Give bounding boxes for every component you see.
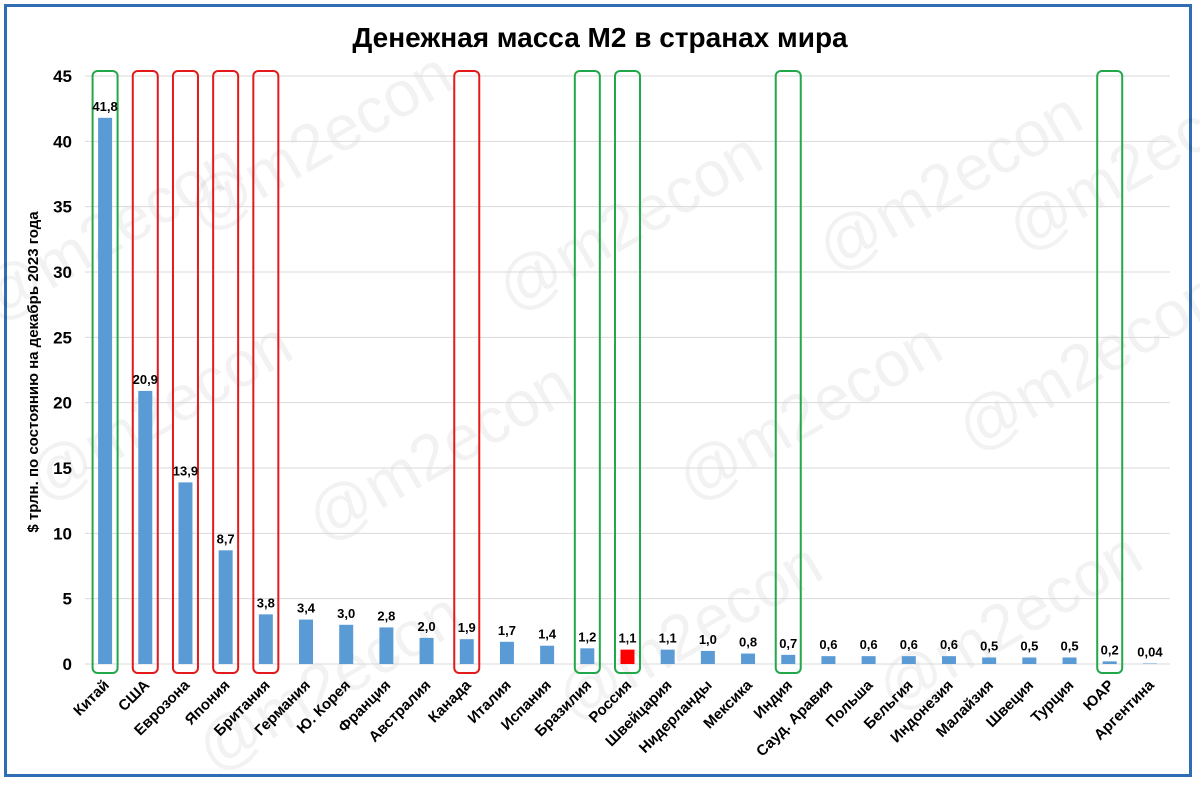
y-tick-label: 15 [53, 459, 72, 478]
data-label: 0,8 [739, 635, 757, 650]
data-label: 0,7 [779, 636, 797, 651]
bar [178, 482, 193, 664]
bar [1102, 661, 1117, 664]
x-tick-label: США [115, 677, 153, 715]
category-outline-box [614, 70, 641, 674]
category-outline-box [212, 70, 240, 674]
data-label: 1,0 [699, 632, 717, 647]
group-outlines [91, 70, 1124, 674]
watermark-text: @m2econ [484, 117, 773, 326]
data-label: 13,9 [173, 463, 198, 478]
category-outline-box [171, 70, 199, 674]
bar [861, 656, 876, 664]
data-label: 1,2 [578, 629, 596, 644]
bar [379, 627, 394, 664]
chart-title: Денежная масса М2 в странах мира [352, 22, 848, 53]
data-label: 3,0 [337, 606, 355, 621]
data-label: 0,2 [1101, 642, 1119, 657]
bar [419, 637, 434, 664]
category-outline-box [131, 70, 159, 674]
category-outline-box [1096, 70, 1124, 674]
category-outline-box [453, 70, 481, 674]
data-label: 8,7 [217, 531, 235, 546]
bar [98, 117, 113, 664]
data-label: 0,5 [980, 638, 998, 653]
bar [741, 653, 756, 664]
data-label: 0,6 [819, 637, 837, 652]
bar [660, 649, 675, 664]
category-outline-box [573, 70, 601, 674]
y-axis-ticks: 0 5 10 15 20 25 30 35 40 45 [53, 67, 72, 674]
y-tick-label: 40 [53, 132, 72, 151]
category-outline-box [252, 70, 280, 674]
data-label: 2,0 [418, 619, 436, 634]
bar [1142, 663, 1157, 664]
x-tick-label: Китай [70, 677, 113, 720]
data-label: 0,6 [860, 637, 878, 652]
bar [821, 656, 836, 664]
bar [620, 649, 635, 664]
data-label: 41,8 [92, 99, 117, 114]
bar [499, 641, 514, 664]
watermark-text: @m2econ [944, 257, 1200, 466]
y-tick-label: 5 [63, 590, 72, 609]
data-label: 1,7 [498, 623, 516, 638]
category-outline-box [774, 70, 802, 674]
data-label: 0,5 [1020, 638, 1038, 653]
data-label: 20,9 [133, 372, 158, 387]
data-label: 2,8 [377, 608, 395, 623]
watermark-text: @m2econ [294, 347, 583, 556]
data-label: 3,4 [297, 601, 316, 616]
y-tick-label: 0 [63, 655, 72, 674]
y-tick-label: 20 [53, 394, 72, 413]
data-label: 0,6 [940, 637, 958, 652]
data-label: 3,8 [257, 595, 275, 610]
bar [138, 390, 153, 664]
bars [98, 117, 1157, 664]
data-label: 1,9 [458, 620, 476, 635]
bar [1022, 657, 1037, 664]
x-tick-label: Турция [1028, 677, 1078, 727]
data-label: 1,1 [618, 631, 636, 646]
bar [700, 650, 715, 664]
bar [1062, 657, 1077, 664]
bar [339, 624, 354, 664]
bar [258, 614, 273, 664]
y-tick-label: 10 [53, 524, 72, 543]
bar [459, 639, 474, 664]
data-label: 0,6 [900, 637, 918, 652]
bar [901, 656, 916, 664]
watermark-text: @m2econ [664, 307, 953, 516]
y-tick-label: 45 [53, 67, 72, 86]
bar [580, 648, 595, 664]
y-tick-label: 30 [53, 263, 72, 282]
y-axis-label: $ трлн. по состоянию на декабрь 2023 год… [25, 211, 42, 533]
category-outline-box [91, 70, 119, 674]
y-tick-label: 25 [53, 328, 72, 347]
bar [299, 619, 314, 664]
y-tick-label: 35 [53, 198, 72, 217]
data-label: 1,1 [659, 631, 677, 646]
data-label: 0,04 [1137, 644, 1163, 659]
bar [941, 656, 956, 664]
data-labels: 41,8 20,9 13,9 8,7 3,8 3,4 3,0 2,8 2,0 1,9 1,7 1,4 1… [92, 99, 1163, 660]
bar [781, 654, 796, 664]
bar [540, 645, 555, 664]
x-tick-label: ЮАР [1080, 677, 1117, 714]
data-label: 0,5 [1060, 638, 1078, 653]
bar [218, 550, 233, 664]
data-label: 1,4 [538, 627, 557, 642]
bar [982, 657, 997, 664]
chart-frame [4, 4, 1192, 777]
